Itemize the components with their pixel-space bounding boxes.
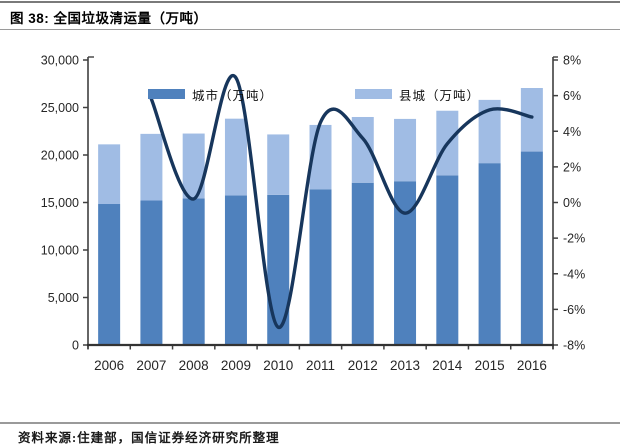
svg-text:2012: 2012 (348, 358, 378, 373)
svg-text:8%: 8% (563, 54, 581, 68)
svg-text:2010: 2010 (263, 358, 293, 373)
svg-text:-6%: -6% (563, 303, 585, 317)
svg-text:20,000: 20,000 (41, 149, 79, 163)
svg-text:25,000: 25,000 (41, 101, 79, 115)
legend-item-county: 县城（万吨） (355, 87, 481, 103)
svg-text:15,000: 15,000 (41, 196, 79, 210)
header-rule-top (0, 1, 620, 3)
svg-text:5,000: 5,000 (48, 291, 79, 305)
svg-text:0%: 0% (563, 196, 581, 210)
svg-text:-2%: -2% (563, 232, 585, 246)
svg-text:2011: 2011 (306, 358, 335, 373)
county-series-swatch (355, 89, 392, 99)
svg-text:2013: 2013 (390, 358, 420, 373)
svg-text:2009: 2009 (221, 358, 251, 373)
svg-text:0: 0 (72, 339, 79, 353)
chart-area: 0 5,000 10,000 15,000 20,000 25,000 30,000 -8% -… (0, 32, 620, 420)
svg-text:2015: 2015 (475, 358, 505, 373)
chart-canvas: 0 5,000 10,000 15,000 20,000 25,000 30,000 -8% -… (41, 54, 585, 374)
legend-item-city: 城市（万吨） (148, 87, 274, 103)
svg-text:2007: 2007 (136, 358, 166, 373)
svg-text:-4%: -4% (563, 267, 585, 281)
header-rule-bottom (0, 29, 620, 30)
svg-text:30,000: 30,000 (41, 54, 79, 68)
svg-text:2014: 2014 (432, 358, 463, 373)
city-series-swatch (148, 89, 185, 99)
figure-title: 图 38: 全国垃圾清运量（万吨） (10, 11, 208, 26)
svg-text:2%: 2% (563, 160, 581, 174)
legend-label-county: 县城（万吨） (399, 88, 481, 103)
svg-text:2006: 2006 (94, 358, 124, 373)
footer-rule (0, 422, 620, 424)
svg-text:10,000: 10,000 (41, 244, 79, 258)
svg-text:2008: 2008 (179, 358, 209, 373)
source-note: 资料来源:住建部，国信证券经济研究所整理 (18, 431, 280, 444)
svg-text:6%: 6% (563, 89, 581, 103)
svg-text:-8%: -8% (563, 339, 585, 353)
svg-text:4%: 4% (563, 125, 581, 139)
svg-text:2016: 2016 (517, 358, 547, 373)
legend-label-city: 城市（万吨） (192, 88, 274, 103)
